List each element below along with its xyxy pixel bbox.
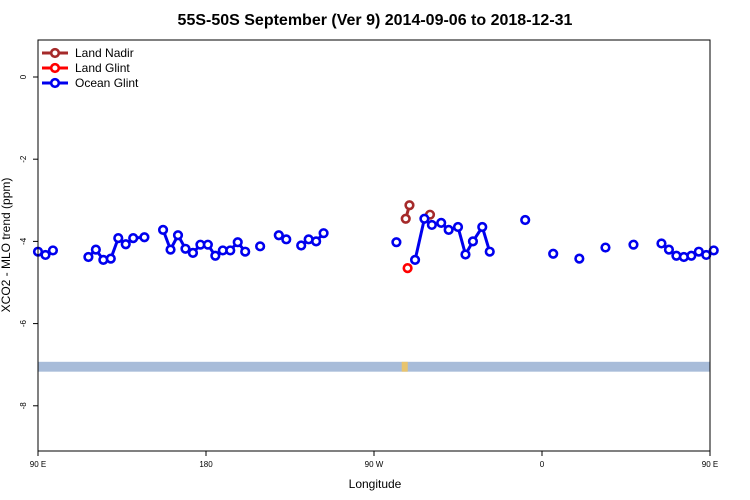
data-point <box>701 249 712 261</box>
x-tick-label: 90 E <box>702 460 718 469</box>
x-axis: 90 E 180 90 W 0 90 E <box>30 451 718 469</box>
data-point <box>400 213 411 224</box>
legend-marker <box>49 62 61 74</box>
data-point <box>128 233 139 244</box>
data-point <box>419 213 430 224</box>
data-point <box>708 245 719 256</box>
y-tick-label: 0 <box>19 74 28 79</box>
data-point <box>105 253 116 264</box>
chart-title: 55S-50S September (Ver 9) 2014-09-06 to … <box>178 12 573 29</box>
data-point <box>484 246 495 257</box>
data-point <box>311 236 322 247</box>
x-tick-label: 90 W <box>365 460 384 469</box>
legend-item: Ocean Glint <box>42 76 139 90</box>
y-tick-label: -8 <box>19 402 28 410</box>
data-point <box>477 221 488 233</box>
data-point <box>210 250 221 261</box>
data-point <box>628 239 639 250</box>
data-point <box>574 253 585 264</box>
y-tick-label: -4 <box>19 237 28 245</box>
band-accent <box>401 361 408 372</box>
legend-item: Land Nadir <box>42 46 134 60</box>
data-point <box>232 237 243 248</box>
data-point <box>40 249 51 261</box>
data-point <box>600 242 611 253</box>
x-tick-label: 90 E <box>30 460 46 469</box>
data-point <box>460 249 471 260</box>
data-point <box>409 254 421 265</box>
data-point <box>120 239 131 250</box>
data-point <box>656 238 667 249</box>
data-point <box>404 200 415 211</box>
data-point <box>520 214 531 226</box>
legend-label: Ocean Glint <box>75 76 139 90</box>
data-point <box>296 240 307 251</box>
data-point <box>402 263 413 274</box>
series-land-nadir <box>400 200 436 224</box>
data-point <box>452 221 464 233</box>
data-point <box>202 239 213 250</box>
legend-marker <box>49 77 61 89</box>
data-point <box>225 245 236 256</box>
legend-marker <box>49 47 61 59</box>
data-band <box>38 361 710 372</box>
x-tick-label: 180 <box>199 460 213 469</box>
data-point <box>187 247 199 258</box>
data-point <box>255 241 266 252</box>
data-point <box>443 224 454 235</box>
data-point <box>273 230 284 241</box>
data-point <box>281 234 292 245</box>
series-land-glint <box>402 263 413 274</box>
series-layer <box>32 200 719 274</box>
data-point <box>240 246 251 257</box>
data-point <box>172 230 184 241</box>
data-point <box>467 236 479 247</box>
data-point <box>436 217 447 228</box>
legend-label: Land Glint <box>75 61 130 75</box>
legend-label: Land Nadir <box>75 46 134 60</box>
data-point <box>318 228 329 239</box>
x-tick-label: 0 <box>540 460 545 469</box>
data-point <box>139 232 150 243</box>
data-point <box>426 219 437 231</box>
data-point <box>157 224 169 235</box>
data-point <box>90 244 101 255</box>
legend-item: Land Glint <box>42 61 130 75</box>
data-point <box>47 245 59 256</box>
band-rect <box>38 361 710 372</box>
y-axis-label: XCO2 - MLO trend (ppm) <box>0 178 13 313</box>
data-point <box>165 244 176 255</box>
data-point <box>180 243 191 254</box>
y-tick-label: -6 <box>19 319 28 327</box>
series-ocean-glint <box>32 213 719 265</box>
data-point <box>113 233 124 244</box>
data-point <box>391 237 402 248</box>
data-point <box>663 244 675 255</box>
y-axis: 0 -2 -4 -6 -8 <box>19 74 38 409</box>
data-point <box>83 251 94 263</box>
data-point <box>686 250 697 261</box>
y-tick-label: -2 <box>19 155 28 163</box>
data-point <box>548 248 559 259</box>
x-axis-label: Longitude <box>349 477 402 491</box>
